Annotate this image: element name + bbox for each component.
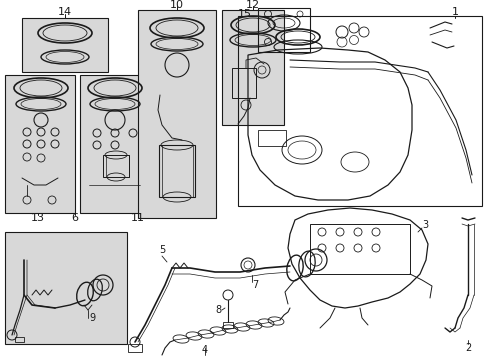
Text: 1: 1 xyxy=(450,7,458,17)
Text: 2: 2 xyxy=(464,343,470,353)
Bar xyxy=(5,75,75,213)
Bar xyxy=(138,10,216,218)
Bar xyxy=(258,130,285,146)
Text: 15: 15 xyxy=(238,9,251,19)
Bar xyxy=(222,10,284,125)
Text: 13: 13 xyxy=(31,213,45,223)
Text: 4: 4 xyxy=(202,345,207,355)
Bar xyxy=(309,224,409,274)
Bar xyxy=(15,337,24,342)
Text: 6: 6 xyxy=(71,213,79,223)
Bar xyxy=(80,75,150,213)
Bar xyxy=(103,155,129,177)
Text: 3: 3 xyxy=(421,220,427,230)
Text: 7: 7 xyxy=(251,280,258,290)
Bar xyxy=(128,344,142,352)
Bar xyxy=(159,145,195,197)
Text: 12: 12 xyxy=(245,0,260,10)
Bar xyxy=(5,232,127,344)
Text: 8: 8 xyxy=(215,305,221,315)
Text: 10: 10 xyxy=(170,0,183,10)
Bar xyxy=(258,8,309,52)
Bar xyxy=(223,322,232,328)
Bar xyxy=(238,16,481,206)
Text: 11: 11 xyxy=(131,213,145,223)
Text: 5: 5 xyxy=(159,245,165,255)
Bar xyxy=(22,18,108,72)
Bar xyxy=(231,68,256,98)
Text: 9: 9 xyxy=(89,313,95,323)
Text: 14: 14 xyxy=(58,7,72,17)
